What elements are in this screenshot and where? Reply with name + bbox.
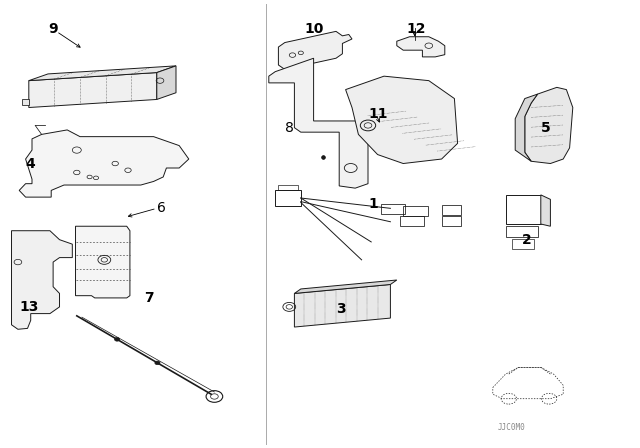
Text: 10: 10 — [304, 22, 323, 36]
Text: 3: 3 — [336, 302, 346, 316]
Polygon shape — [157, 66, 176, 99]
Circle shape — [155, 361, 160, 365]
Text: 4: 4 — [26, 156, 35, 171]
Bar — [506, 195, 541, 224]
Text: 8: 8 — [285, 121, 294, 135]
Circle shape — [115, 338, 120, 341]
Polygon shape — [515, 94, 538, 161]
Text: 9: 9 — [48, 22, 58, 36]
Polygon shape — [541, 195, 550, 226]
Polygon shape — [346, 76, 458, 164]
Polygon shape — [269, 58, 368, 188]
Polygon shape — [12, 231, 72, 329]
Bar — [512, 239, 534, 249]
Text: 7: 7 — [144, 291, 154, 305]
Text: JJC0M0: JJC0M0 — [498, 423, 526, 432]
Text: 12: 12 — [406, 22, 426, 36]
Polygon shape — [22, 99, 29, 105]
Polygon shape — [76, 226, 130, 298]
Text: 6: 6 — [157, 201, 166, 215]
Text: 11: 11 — [368, 107, 387, 121]
Polygon shape — [19, 130, 189, 197]
Bar — [400, 216, 424, 226]
Bar — [442, 216, 461, 226]
Bar — [442, 205, 461, 215]
Polygon shape — [29, 73, 157, 108]
Polygon shape — [278, 31, 352, 69]
Bar — [275, 190, 301, 206]
Bar — [381, 204, 405, 214]
Polygon shape — [29, 66, 176, 81]
Text: 13: 13 — [19, 300, 38, 314]
Bar — [506, 226, 538, 237]
Polygon shape — [294, 280, 397, 293]
Bar — [403, 206, 428, 216]
Polygon shape — [397, 37, 445, 57]
Polygon shape — [525, 87, 573, 164]
Bar — [278, 185, 298, 190]
Text: 5: 5 — [541, 121, 550, 135]
Text: 1: 1 — [368, 197, 378, 211]
Polygon shape — [294, 284, 390, 327]
Text: 2: 2 — [522, 233, 531, 247]
